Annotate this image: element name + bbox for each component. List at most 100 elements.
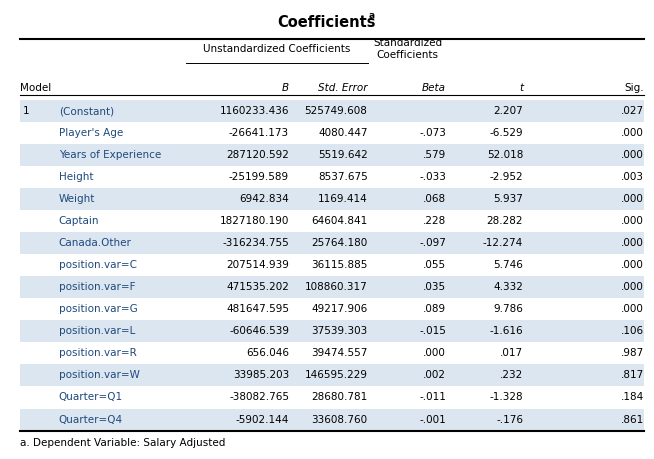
Text: B: B bbox=[282, 83, 289, 93]
Text: Quarter=Q1: Quarter=Q1 bbox=[59, 392, 123, 403]
Text: .003: .003 bbox=[621, 172, 644, 182]
Text: Quarter=Q4: Quarter=Q4 bbox=[59, 414, 123, 425]
Text: -60646.539: -60646.539 bbox=[229, 326, 289, 336]
Bar bbox=[20, 386, 644, 409]
Text: 8537.675: 8537.675 bbox=[318, 172, 368, 182]
Text: 4.332: 4.332 bbox=[493, 282, 523, 292]
Bar bbox=[20, 342, 644, 364]
Text: 207514.939: 207514.939 bbox=[226, 260, 289, 270]
Text: -.176: -.176 bbox=[496, 414, 523, 425]
Bar bbox=[20, 232, 644, 254]
Text: -.097: -.097 bbox=[419, 238, 446, 248]
Text: -.011: -.011 bbox=[419, 392, 446, 403]
Text: -.073: -.073 bbox=[419, 128, 446, 138]
Text: .106: .106 bbox=[621, 326, 644, 336]
Text: 146595.229: 146595.229 bbox=[305, 370, 368, 381]
Bar bbox=[20, 144, 644, 166]
Text: Unstandardized Coefficients: Unstandardized Coefficients bbox=[203, 44, 351, 54]
Text: -2.952: -2.952 bbox=[490, 172, 523, 182]
Bar bbox=[20, 188, 644, 210]
Text: -12.274: -12.274 bbox=[483, 238, 523, 248]
Bar bbox=[20, 409, 644, 431]
Text: 5519.642: 5519.642 bbox=[318, 150, 368, 160]
Text: position.var=G: position.var=G bbox=[59, 304, 137, 314]
Text: -.015: -.015 bbox=[419, 326, 446, 336]
Text: 39474.557: 39474.557 bbox=[311, 348, 368, 358]
Text: .000: .000 bbox=[423, 348, 446, 358]
Text: .068: .068 bbox=[423, 194, 446, 204]
Text: Player's Age: Player's Age bbox=[59, 128, 123, 138]
Text: -26641.173: -26641.173 bbox=[229, 128, 289, 138]
Text: 49217.906: 49217.906 bbox=[311, 304, 368, 314]
Text: Height: Height bbox=[59, 172, 94, 182]
Text: 4080.447: 4080.447 bbox=[318, 128, 368, 138]
Text: .027: .027 bbox=[621, 106, 644, 116]
Text: 25764.180: 25764.180 bbox=[311, 238, 368, 248]
Text: -1.328: -1.328 bbox=[490, 392, 523, 403]
Text: 471535.202: 471535.202 bbox=[226, 282, 289, 292]
Bar bbox=[20, 276, 644, 298]
Text: Canada.Other: Canada.Other bbox=[59, 238, 131, 248]
Text: Model: Model bbox=[20, 83, 51, 93]
Text: 28.282: 28.282 bbox=[487, 216, 523, 226]
Text: .228: .228 bbox=[422, 216, 446, 226]
Text: -25199.589: -25199.589 bbox=[229, 172, 289, 182]
Text: .089: .089 bbox=[423, 304, 446, 314]
Text: -316234.755: -316234.755 bbox=[222, 238, 289, 248]
Text: Std. Error: Std. Error bbox=[318, 83, 368, 93]
Text: position.var=R: position.var=R bbox=[59, 348, 137, 358]
Text: 64604.841: 64604.841 bbox=[311, 216, 368, 226]
Bar bbox=[20, 100, 644, 122]
Bar bbox=[20, 298, 644, 320]
Text: .861: .861 bbox=[621, 414, 644, 425]
Text: .055: .055 bbox=[423, 260, 446, 270]
Bar bbox=[20, 364, 644, 386]
Text: t: t bbox=[519, 83, 523, 93]
Text: 481647.595: 481647.595 bbox=[226, 304, 289, 314]
Bar bbox=[20, 210, 644, 232]
Bar bbox=[20, 166, 644, 188]
Text: Standardized
Coefficients: Standardized Coefficients bbox=[373, 38, 442, 60]
Text: 5.746: 5.746 bbox=[493, 260, 523, 270]
Text: Coefficients: Coefficients bbox=[278, 15, 376, 30]
Text: 5.937: 5.937 bbox=[493, 194, 523, 204]
Bar bbox=[20, 320, 644, 342]
Text: 37539.303: 37539.303 bbox=[311, 326, 368, 336]
Text: (Constant): (Constant) bbox=[59, 106, 114, 116]
Text: -.033: -.033 bbox=[419, 172, 446, 182]
Text: -6.529: -6.529 bbox=[490, 128, 523, 138]
Text: a. Dependent Variable: Salary Adjusted: a. Dependent Variable: Salary Adjusted bbox=[20, 437, 225, 448]
Text: Captain: Captain bbox=[59, 216, 99, 226]
Text: .017: .017 bbox=[500, 348, 523, 358]
Text: 287120.592: 287120.592 bbox=[226, 150, 289, 160]
Text: position.var=F: position.var=F bbox=[59, 282, 135, 292]
Text: 9.786: 9.786 bbox=[493, 304, 523, 314]
Text: .000: .000 bbox=[621, 128, 644, 138]
Text: .000: .000 bbox=[621, 216, 644, 226]
Text: 2.207: 2.207 bbox=[494, 106, 523, 116]
Text: Years of Experience: Years of Experience bbox=[59, 150, 161, 160]
Text: Sig.: Sig. bbox=[625, 83, 644, 93]
Text: 108860.317: 108860.317 bbox=[305, 282, 368, 292]
Text: position.var=W: position.var=W bbox=[59, 370, 140, 381]
Text: .987: .987 bbox=[621, 348, 644, 358]
Text: .035: .035 bbox=[423, 282, 446, 292]
Text: a: a bbox=[369, 11, 375, 21]
Text: -38082.765: -38082.765 bbox=[229, 392, 289, 403]
Text: 1169.414: 1169.414 bbox=[318, 194, 368, 204]
Text: 33985.203: 33985.203 bbox=[233, 370, 289, 381]
Text: 1827180.190: 1827180.190 bbox=[220, 216, 289, 226]
Text: -5902.144: -5902.144 bbox=[235, 414, 289, 425]
Text: .232: .232 bbox=[500, 370, 523, 381]
Text: .000: .000 bbox=[621, 304, 644, 314]
Text: .000: .000 bbox=[621, 150, 644, 160]
Bar bbox=[20, 122, 644, 144]
Text: .000: .000 bbox=[621, 260, 644, 270]
Text: .000: .000 bbox=[621, 238, 644, 248]
Text: 656.046: 656.046 bbox=[246, 348, 289, 358]
Text: 1: 1 bbox=[23, 106, 29, 116]
Text: 6942.834: 6942.834 bbox=[239, 194, 289, 204]
Text: position.var=L: position.var=L bbox=[59, 326, 135, 336]
Text: -.001: -.001 bbox=[419, 414, 446, 425]
Text: 33608.760: 33608.760 bbox=[311, 414, 368, 425]
